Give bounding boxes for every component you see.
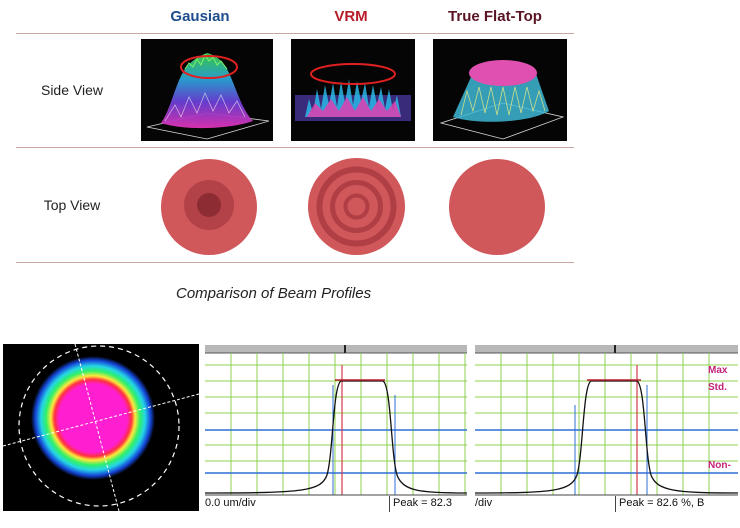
gaussian-side-view-image	[141, 39, 273, 141]
table-rule-bottom	[16, 262, 574, 263]
flat-top-top-view-disk	[449, 159, 545, 255]
flat-top-side-view-image	[433, 39, 567, 141]
profile-panel-b: Max Std. Non- /div Peak = 82.6 %, B	[475, 345, 738, 512]
panel-a-peak-readout: Peak = 82.3	[393, 497, 453, 509]
beam-camera-image	[3, 344, 199, 511]
legend-non: Non-	[708, 460, 731, 471]
panel-a-readout-divider	[389, 496, 390, 512]
profile-panel-a: 0.0 um/div Peak = 82.3	[205, 345, 467, 512]
panel-a-scale-readout: 0.0 um/div	[205, 497, 256, 509]
header-gausian: Gausian	[170, 8, 230, 25]
header-vrm: VRM	[334, 8, 368, 25]
figure-caption: Comparison of Beam Profiles	[176, 285, 372, 302]
row-label-side-view: Side View	[40, 82, 103, 98]
table-rule-middle	[16, 147, 574, 148]
header-true-flat-top: True Flat-Top	[448, 8, 542, 25]
vrm-side-view-image	[291, 39, 415, 141]
panel-b-scale-readout: /div	[475, 497, 493, 509]
legend-max: Max	[708, 365, 728, 376]
table-rule-top	[16, 33, 574, 34]
legend-std: Std.	[708, 382, 727, 393]
panel-b-readout-divider	[615, 496, 616, 512]
panel-b-peak-readout: Peak = 82.6 %, B	[619, 497, 705, 509]
profile-plot-a	[205, 345, 467, 496]
vrm-top-view-disk	[308, 158, 405, 255]
profile-plot-b	[475, 345, 738, 496]
row-label-top-view: Top View	[43, 197, 101, 213]
gaussian-top-view-disk	[161, 159, 257, 255]
